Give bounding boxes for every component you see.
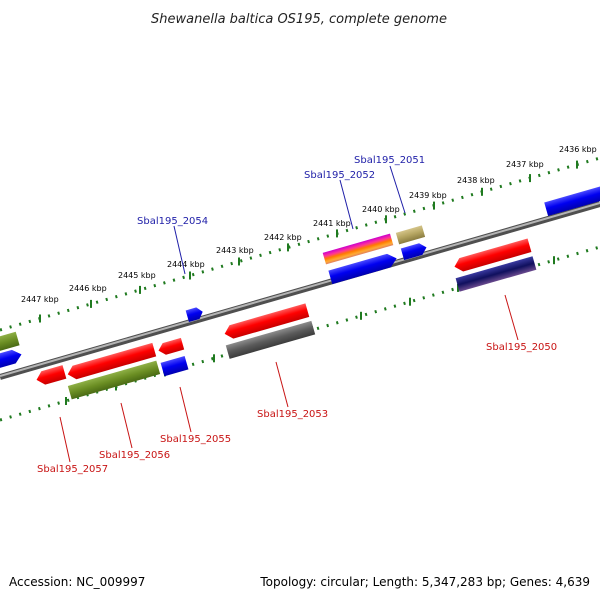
ruler-labels: 2436 kbp 2437 kbp 2438 kbp 2439 kbp 2440… [21, 145, 597, 304]
gene-arrow-sbal195-2053-gray [225, 320, 316, 359]
gene-labels: Sbal195_2051 Sbal195_2052 Sbal195_2054 S… [37, 155, 557, 475]
gene-label-sbal195-2057: Sbal195_2057 [37, 464, 108, 475]
outer-ruler-dots [0, 156, 600, 332]
ruler-label-2440: 2440 kbp [362, 205, 400, 214]
accession-text: Accession: NC_009997 [9, 575, 145, 589]
ruler-label-2446: 2446 kbp [69, 284, 107, 293]
gene-arrow-blue-left [0, 349, 22, 369]
gene-arrow-sbal195-2050-red [454, 238, 532, 272]
outer-ruler-major-ticks [39, 160, 578, 323]
ruler-label-2444: 2444 kbp [167, 260, 205, 269]
gene-arrow-sbal195-2052 [322, 233, 394, 265]
gene-label-sbal195-2052: Sbal195_2052 [304, 170, 375, 181]
ruler-label-2445: 2445 kbp [118, 271, 156, 280]
ruler-label-2441: 2441 kbp [313, 219, 351, 228]
forward-strand-genes [0, 186, 600, 369]
gene-arrow-sbal195-2057 [36, 365, 67, 385]
gene-arrow-blue-right [544, 186, 600, 216]
ruler-label-2442: 2442 kbp [264, 233, 302, 242]
gene-label-sbal195-2051: Sbal195_2051 [354, 155, 425, 166]
reverse-strand-genes [36, 238, 537, 400]
gene-arrow-olive-left [0, 331, 20, 352]
gene-arrow-sbal195-2050-navy [455, 256, 537, 292]
gene-label-sbal195-2056: Sbal195_2056 [99, 450, 170, 461]
genome-backbone [0, 201, 600, 380]
gene-arrow-sbal195-2051 [395, 225, 426, 245]
gene-label-sbal195-2055: Sbal195_2055 [160, 434, 231, 445]
ruler-label-2438: 2438 kbp [457, 176, 495, 185]
ruler-label-2436: 2436 kbp [559, 145, 597, 154]
gene-arrow-blue-2051 [400, 243, 427, 261]
topology-summary: Topology: circular; Length: 5,347,283 bp… [259, 575, 590, 589]
ruler-label-2443: 2443 kbp [216, 246, 254, 255]
gene-arrow-sbal195-2056-red [67, 342, 157, 380]
gene-arrow-small-red [158, 337, 185, 355]
gene-arrow-sbal195-2056-olive [67, 360, 161, 400]
gene-label-leaders [59, 165, 519, 463]
gene-arrow-sbal195-2054 [185, 307, 203, 322]
ruler-label-2437: 2437 kbp [506, 160, 544, 169]
gene-label-sbal195-2050: Sbal195_2050 [486, 342, 557, 353]
ruler-label-2447: 2447 kbp [21, 295, 59, 304]
gene-label-sbal195-2053: Sbal195_2053 [257, 409, 328, 420]
map-title: Shewanella baltica OS195, complete genom… [151, 12, 447, 27]
ruler-outer [0, 156, 600, 332]
gene-label-sbal195-2054: Sbal195_2054 [137, 216, 208, 227]
gene-arrow-sbal195-2055 [160, 355, 189, 377]
gene-arrow-sbal195-2052-blue [328, 253, 397, 285]
gene-arrow-sbal195-2053-red [224, 303, 310, 339]
ruler-label-2439: 2439 kbp [409, 191, 447, 200]
